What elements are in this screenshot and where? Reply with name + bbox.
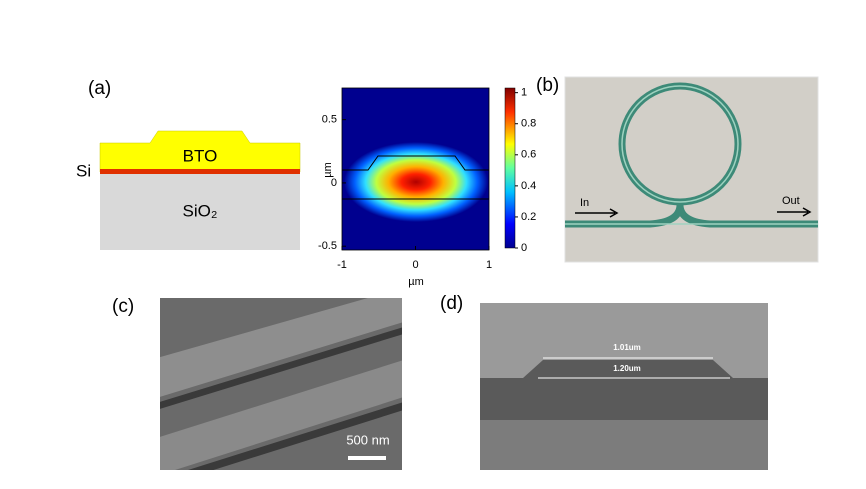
colorbar-tick-label: 0	[521, 242, 527, 254]
mode-field	[344, 142, 488, 222]
input-label: In	[580, 197, 589, 209]
shadow	[160, 327, 402, 409]
arrow	[777, 207, 812, 217]
mode-plot: µm µm -1 0 1 0.5 0 -0.5 1 0.8 0.6 0.4 0.2 0	[318, 87, 536, 288]
colorbar	[504, 87, 516, 249]
dimension-label: 1.01um	[613, 343, 641, 352]
panel-label: (b)	[536, 75, 559, 96]
x-tick-label: -1	[337, 259, 347, 271]
dimension-label: 1.20um	[613, 364, 641, 373]
substrate	[480, 420, 768, 470]
x-tick-label: 1	[486, 259, 492, 271]
panel-label: (a)	[88, 78, 111, 99]
y-tick-label: 0	[331, 177, 337, 189]
microscope-image	[564, 76, 819, 263]
sem-image	[160, 298, 402, 470]
si-label: Si	[76, 161, 91, 180]
x-axis-label: µm	[408, 276, 424, 288]
scale-bar-label: 500 nm	[346, 432, 389, 447]
colorbar-tick-label: 0.4	[521, 180, 536, 192]
panel-label: (d)	[440, 293, 463, 314]
scale-bar	[348, 456, 386, 460]
si-layer	[100, 169, 300, 174]
cross-section	[480, 360, 768, 420]
bto-label: BTO	[183, 146, 218, 165]
y-tick-label: 0.5	[322, 114, 337, 126]
ring-core	[621, 85, 739, 203]
colorbar-tick-label: 0.8	[521, 118, 536, 130]
colorbar-tick-label: 0.6	[521, 149, 536, 161]
waveguide	[160, 360, 402, 470]
output-label: Out	[782, 195, 800, 207]
waveguide-outline	[342, 155, 489, 200]
substrate	[100, 172, 300, 250]
colorbar-tick-label: 0.2	[521, 211, 536, 223]
panel-label: (c)	[112, 296, 134, 317]
dimension-line	[538, 357, 730, 379]
waveguide	[160, 298, 402, 397]
sio2-label: SiO₂	[183, 201, 218, 220]
colorbar-tick-label: 1	[521, 87, 527, 99]
y-axis-label: µm	[322, 162, 334, 178]
y-tick-label: -0.5	[318, 240, 337, 252]
arrow	[575, 208, 619, 218]
x-tick-label: 0	[412, 259, 418, 271]
shadow	[188, 402, 402, 470]
